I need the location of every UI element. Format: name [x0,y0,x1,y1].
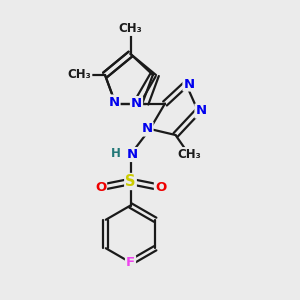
Text: F: F [126,256,135,269]
Text: CH₃: CH₃ [177,148,201,161]
Text: N: N [131,97,142,110]
Text: S: S [125,174,136,189]
Text: O: O [155,181,166,194]
Text: CH₃: CH₃ [68,68,92,82]
Text: N: N [126,148,138,161]
Text: O: O [95,181,106,194]
Text: N: N [141,122,153,136]
Text: N: N [183,77,195,91]
Text: N: N [108,95,120,109]
Text: N: N [195,104,207,118]
Text: CH₃: CH₃ [118,22,142,35]
Text: H: H [111,146,120,160]
